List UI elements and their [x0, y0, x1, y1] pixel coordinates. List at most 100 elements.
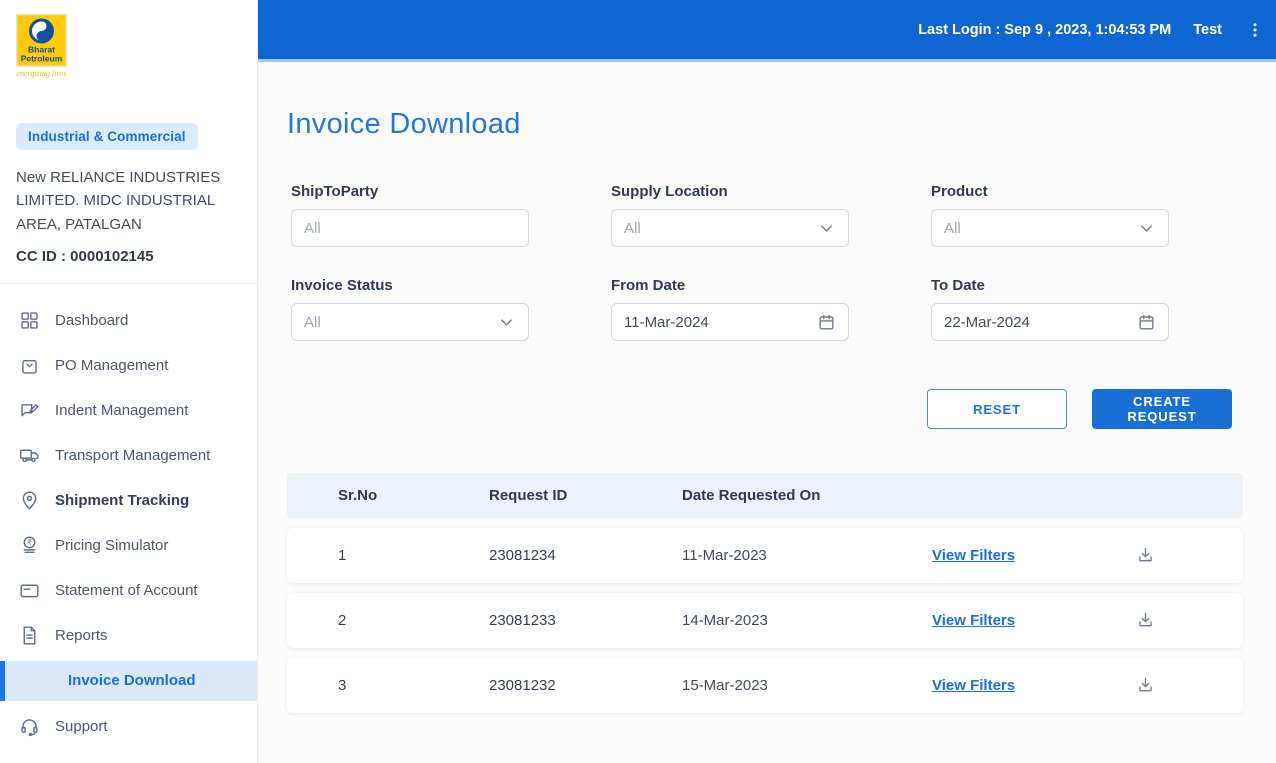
table-row: 3 23081232 15-Mar-2023 View Filters — [287, 658, 1243, 713]
sidebar-item-statement-of-account[interactable]: Statement of Account — [0, 568, 257, 613]
filter-shiptoparty: ShipToParty — [291, 183, 529, 247]
sidebar-nav: Dashboard PO Management Indent Managemen… — [0, 298, 257, 749]
report-doc-icon — [18, 624, 40, 646]
sidebar-item-label: Transport Management — [55, 446, 211, 464]
view-filters-link[interactable]: View Filters — [932, 677, 1016, 694]
cc-id: CC ID : 0000102145 — [16, 247, 154, 265]
from-date-value: 11-Mar-2024 — [624, 313, 709, 331]
download-icon[interactable] — [1132, 673, 1158, 699]
calendar-icon — [1139, 314, 1154, 330]
top-header-bar: Last Login : Sep 9 , 2023, 1:04:53 PM Te… — [258, 0, 1276, 62]
requests-table: Sr.No Request ID Date Requested On 1 230… — [287, 473, 1243, 713]
supply-location-select[interactable]: All — [611, 209, 849, 247]
sidebar-item-shipment-tracking[interactable]: Shipment Tracking — [0, 478, 257, 523]
filter-from-date: From Date 11-Mar-2024 — [611, 277, 849, 341]
sidebar: Bharat Petroleum energizing lives Indust… — [0, 0, 258, 763]
cell-request-id: 23081232 — [489, 677, 556, 694]
filter-supply-location: Supply Location All — [611, 183, 849, 247]
sidebar-item-label: Shipment Tracking — [55, 491, 190, 509]
cell-date-requested: 11-Mar-2023 — [682, 547, 767, 564]
dashboard-grid-icon — [18, 309, 40, 331]
download-icon[interactable] — [1132, 608, 1158, 634]
sidebar-item-label: Pricing Simulator — [55, 536, 169, 554]
cell-sr-no: 3 — [338, 677, 347, 694]
headset-icon — [18, 715, 40, 737]
sidebar-item-indent-management[interactable]: Indent Management — [0, 388, 257, 433]
svg-text:Bharat: Bharat — [28, 45, 55, 55]
chevron-down-icon — [501, 318, 512, 326]
supply-location-value: All — [624, 219, 641, 237]
download-icon[interactable] — [1132, 543, 1158, 569]
from-date-label: From Date — [611, 277, 686, 294]
bharat-petroleum-logo: Bharat Petroleum energizing lives — [16, 14, 257, 87]
sidebar-item-transport-management[interactable]: Transport Management — [0, 433, 257, 478]
product-select[interactable]: All — [931, 209, 1169, 247]
sidebar-item-label: Dashboard — [55, 311, 129, 329]
reset-button[interactable]: RESET — [927, 389, 1067, 429]
cell-sr-no: 2 — [338, 612, 347, 629]
supply-location-label: Supply Location — [611, 183, 728, 200]
svg-text:₹: ₹ — [27, 538, 32, 547]
shiptoparty-label: ShipToParty — [291, 183, 379, 200]
invoice-status-label: Invoice Status — [291, 277, 393, 294]
from-date-input[interactable]: 11-Mar-2024 — [611, 303, 849, 341]
cell-date-requested: 15-Mar-2023 — [682, 677, 768, 694]
chevron-down-icon — [821, 224, 832, 232]
table-row: 1 23081234 11-Mar-2023 View Filters — [287, 528, 1243, 583]
product-label: Product — [931, 183, 988, 200]
col-header-srno: Sr.No — [338, 487, 378, 504]
location-pin-icon — [18, 489, 40, 511]
sidebar-item-invoice-download[interactable]: Invoice Download — [0, 660, 257, 701]
table-header-row: Sr.No Request ID Date Requested On — [287, 473, 1243, 518]
main-content: Invoice Download ShipToParty Supply Loca… — [258, 65, 1276, 763]
sidebar-item-label: Reports — [55, 626, 108, 644]
sidebar-item-label: Support — [55, 717, 108, 735]
shiptoparty-input[interactable] — [291, 209, 529, 247]
filter-form: ShipToParty Supply Location All Product … — [291, 183, 1276, 341]
page-title: Invoice Download — [287, 108, 521, 140]
action-buttons: RESET CREATE REQUEST — [258, 389, 1232, 429]
create-request-button[interactable]: CREATE REQUEST — [1092, 389, 1232, 429]
sidebar-item-label: Invoice Download — [68, 672, 196, 690]
sidebar-item-reports[interactable]: Reports — [0, 613, 257, 658]
invoice-status-select[interactable]: All — [291, 303, 529, 341]
sidebar-item-po-management[interactable]: PO Management — [0, 343, 257, 388]
kebab-menu-icon[interactable] — [1244, 17, 1266, 43]
last-login-value: Sep 9 , 2023, 1:04:53 PM — [1004, 21, 1172, 38]
chevron-down-icon — [1141, 224, 1152, 232]
logo-tagline: energizing lives — [16, 69, 66, 78]
filter-product: Product All — [931, 183, 1169, 247]
sidebar-item-support[interactable]: Support — [0, 704, 257, 749]
filter-invoice-status: Invoice Status All — [291, 277, 529, 341]
product-value: All — [944, 219, 961, 237]
table-body: 1 23081234 11-Mar-2023 View Filters 2 23… — [287, 528, 1243, 713]
table-row: 2 23081233 14-Mar-2023 View Filters — [287, 593, 1243, 648]
sidebar-item-label: Statement of Account — [55, 581, 198, 599]
view-filters-link[interactable]: View Filters — [932, 612, 1016, 629]
view-filters-link[interactable]: View Filters — [932, 547, 1016, 564]
to-date-label: To Date — [931, 277, 985, 294]
sidebar-item-dashboard[interactable]: Dashboard — [0, 298, 257, 343]
last-login-label: Last Login : — [918, 21, 1001, 38]
po-bag-icon — [18, 354, 40, 376]
company-name: New RELIANCE INDUSTRIES LIMITED. MIDC IN… — [16, 169, 221, 233]
svg-text:Petroleum: Petroleum — [21, 54, 63, 64]
calendar-icon — [819, 314, 834, 330]
to-date-value: 22-Mar-2024 — [944, 313, 1030, 331]
sidebar-divider — [0, 282, 257, 284]
last-login: Last Login : Sep 9 , 2023, 1:04:53 PM — [918, 22, 1171, 38]
sidebar-item-label: PO Management — [55, 356, 169, 374]
cell-sr-no: 1 — [338, 547, 347, 564]
indent-edit-icon — [18, 399, 40, 421]
col-header-date-requested: Date Requested On — [682, 487, 821, 504]
sidebar-item-pricing-simulator[interactable]: ₹ Pricing Simulator — [0, 523, 257, 568]
filter-to-date: To Date 22-Mar-2024 — [931, 277, 1169, 341]
to-date-input[interactable]: 22-Mar-2024 — [931, 303, 1169, 341]
segment-badge: Industrial & Commercial — [16, 123, 198, 150]
cell-date-requested: 14-Mar-2023 — [682, 612, 768, 629]
user-name[interactable]: Test — [1193, 21, 1222, 38]
truck-icon — [18, 444, 40, 466]
col-header-request-id: Request ID — [489, 487, 568, 504]
card-icon — [18, 579, 40, 601]
cell-request-id: 23081233 — [489, 612, 556, 629]
